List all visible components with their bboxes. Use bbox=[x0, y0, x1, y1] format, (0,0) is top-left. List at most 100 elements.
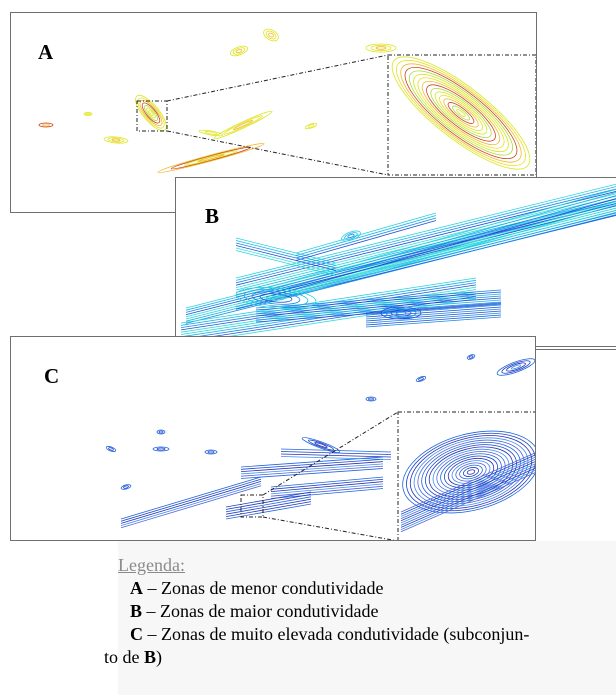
inset-contour-c bbox=[463, 467, 479, 477]
contour-b bbox=[295, 212, 437, 254]
contour-c bbox=[240, 461, 384, 472]
contour-b bbox=[251, 291, 301, 305]
contour-a bbox=[146, 107, 156, 119]
inset-contour-c bbox=[400, 472, 535, 533]
inset-contour-c bbox=[459, 464, 483, 480]
contour-a bbox=[375, 46, 387, 50]
contour-a bbox=[268, 32, 274, 38]
contour-a bbox=[304, 122, 318, 130]
contour-c bbox=[204, 449, 218, 455]
contour-c bbox=[496, 358, 535, 376]
contour-b bbox=[180, 286, 477, 333]
contour-b bbox=[265, 201, 616, 301]
contour-b bbox=[341, 230, 361, 242]
contour-b bbox=[235, 287, 317, 309]
legend-continuation-close: ) bbox=[156, 647, 163, 667]
contour-a bbox=[157, 143, 265, 173]
legend: Legenda: A – Zonas de menor condutividad… bbox=[104, 554, 616, 669]
inset-contour-a bbox=[426, 84, 496, 142]
contour-b bbox=[235, 250, 337, 276]
contour-b bbox=[265, 195, 616, 295]
contour-b bbox=[235, 188, 616, 284]
contour-b bbox=[380, 306, 422, 320]
contour-c bbox=[240, 468, 384, 479]
contour-a bbox=[85, 112, 91, 116]
contour-a bbox=[365, 43, 397, 53]
contour-a bbox=[263, 28, 279, 42]
panel-a-label: A bbox=[38, 40, 54, 64]
contour-c bbox=[108, 447, 114, 451]
contour-b bbox=[365, 316, 502, 328]
contour-c bbox=[510, 364, 522, 370]
contour-a bbox=[38, 122, 54, 128]
inset-contour-a bbox=[396, 59, 526, 167]
contour-c bbox=[105, 446, 117, 452]
legend-key-a: A bbox=[130, 578, 143, 598]
contour-b bbox=[295, 220, 437, 261]
panel-b-label: B bbox=[205, 204, 220, 228]
contour-a bbox=[135, 94, 167, 132]
panel-a-zoom-source bbox=[136, 100, 168, 132]
contour-c bbox=[225, 503, 312, 520]
legend-text-a: – Zonas de menor condutividade bbox=[143, 578, 384, 598]
contour-c bbox=[280, 456, 392, 460]
contour-c bbox=[280, 448, 392, 453]
contour-c bbox=[123, 485, 129, 489]
contour-a bbox=[370, 44, 392, 52]
contour-b bbox=[344, 232, 358, 240]
inset-contour-c bbox=[402, 430, 535, 514]
contour-c bbox=[120, 478, 262, 522]
contour-b bbox=[185, 212, 616, 322]
contour-b bbox=[235, 191, 616, 286]
contour-b bbox=[235, 242, 337, 269]
panel-a-zoom-connector-bottom bbox=[166, 130, 389, 176]
inset-contour-c bbox=[409, 435, 533, 509]
contour-b bbox=[255, 303, 502, 323]
contour-b bbox=[180, 282, 477, 328]
contour-a bbox=[141, 102, 161, 124]
contour-a bbox=[230, 45, 248, 57]
contour-b bbox=[265, 192, 616, 292]
contour-b bbox=[255, 295, 502, 315]
contour-c bbox=[120, 483, 262, 526]
inset-contour-c bbox=[425, 444, 517, 500]
legend-key-c: C bbox=[130, 624, 143, 644]
panel-c-inset-contours bbox=[400, 430, 535, 533]
panel-b: B bbox=[175, 177, 616, 350]
contour-c bbox=[120, 485, 262, 529]
legend-item-b: B – Zonas de maior condutividade bbox=[118, 600, 616, 623]
legend-background bbox=[118, 541, 616, 695]
contour-a bbox=[184, 150, 238, 166]
inset-contour-a bbox=[430, 88, 492, 138]
contour-c bbox=[270, 483, 384, 495]
contour-c bbox=[501, 360, 531, 374]
inset-contour-c bbox=[400, 470, 535, 530]
contour-b bbox=[235, 183, 616, 279]
inset-contour-a bbox=[439, 95, 483, 131]
contour-b bbox=[365, 310, 502, 322]
contour-c bbox=[225, 498, 312, 515]
inset-contour-c bbox=[400, 463, 535, 524]
contour-b bbox=[295, 217, 437, 259]
panel-c: C bbox=[10, 336, 536, 541]
contour-b bbox=[255, 297, 502, 317]
inset-contour-c bbox=[421, 442, 521, 502]
contour-a bbox=[232, 47, 246, 55]
contour-b bbox=[267, 295, 285, 301]
contour-c bbox=[240, 465, 384, 477]
contour-a bbox=[143, 105, 159, 121]
panel-a-contours bbox=[38, 28, 397, 173]
legend-text-c: – Zonas de muito elevada condutividade (… bbox=[143, 624, 530, 644]
inset-contour-c bbox=[400, 459, 535, 519]
contour-b bbox=[185, 203, 616, 313]
contour-b bbox=[235, 186, 616, 281]
contour-c bbox=[152, 446, 170, 452]
panel-a-zoom-box bbox=[136, 54, 536, 176]
contour-c bbox=[156, 447, 166, 451]
contour-b bbox=[180, 277, 477, 324]
contour-a bbox=[148, 110, 154, 116]
contour-b bbox=[180, 284, 477, 331]
inset-contour-c bbox=[440, 453, 502, 491]
contour-b bbox=[235, 198, 616, 293]
contour-a bbox=[213, 110, 273, 140]
